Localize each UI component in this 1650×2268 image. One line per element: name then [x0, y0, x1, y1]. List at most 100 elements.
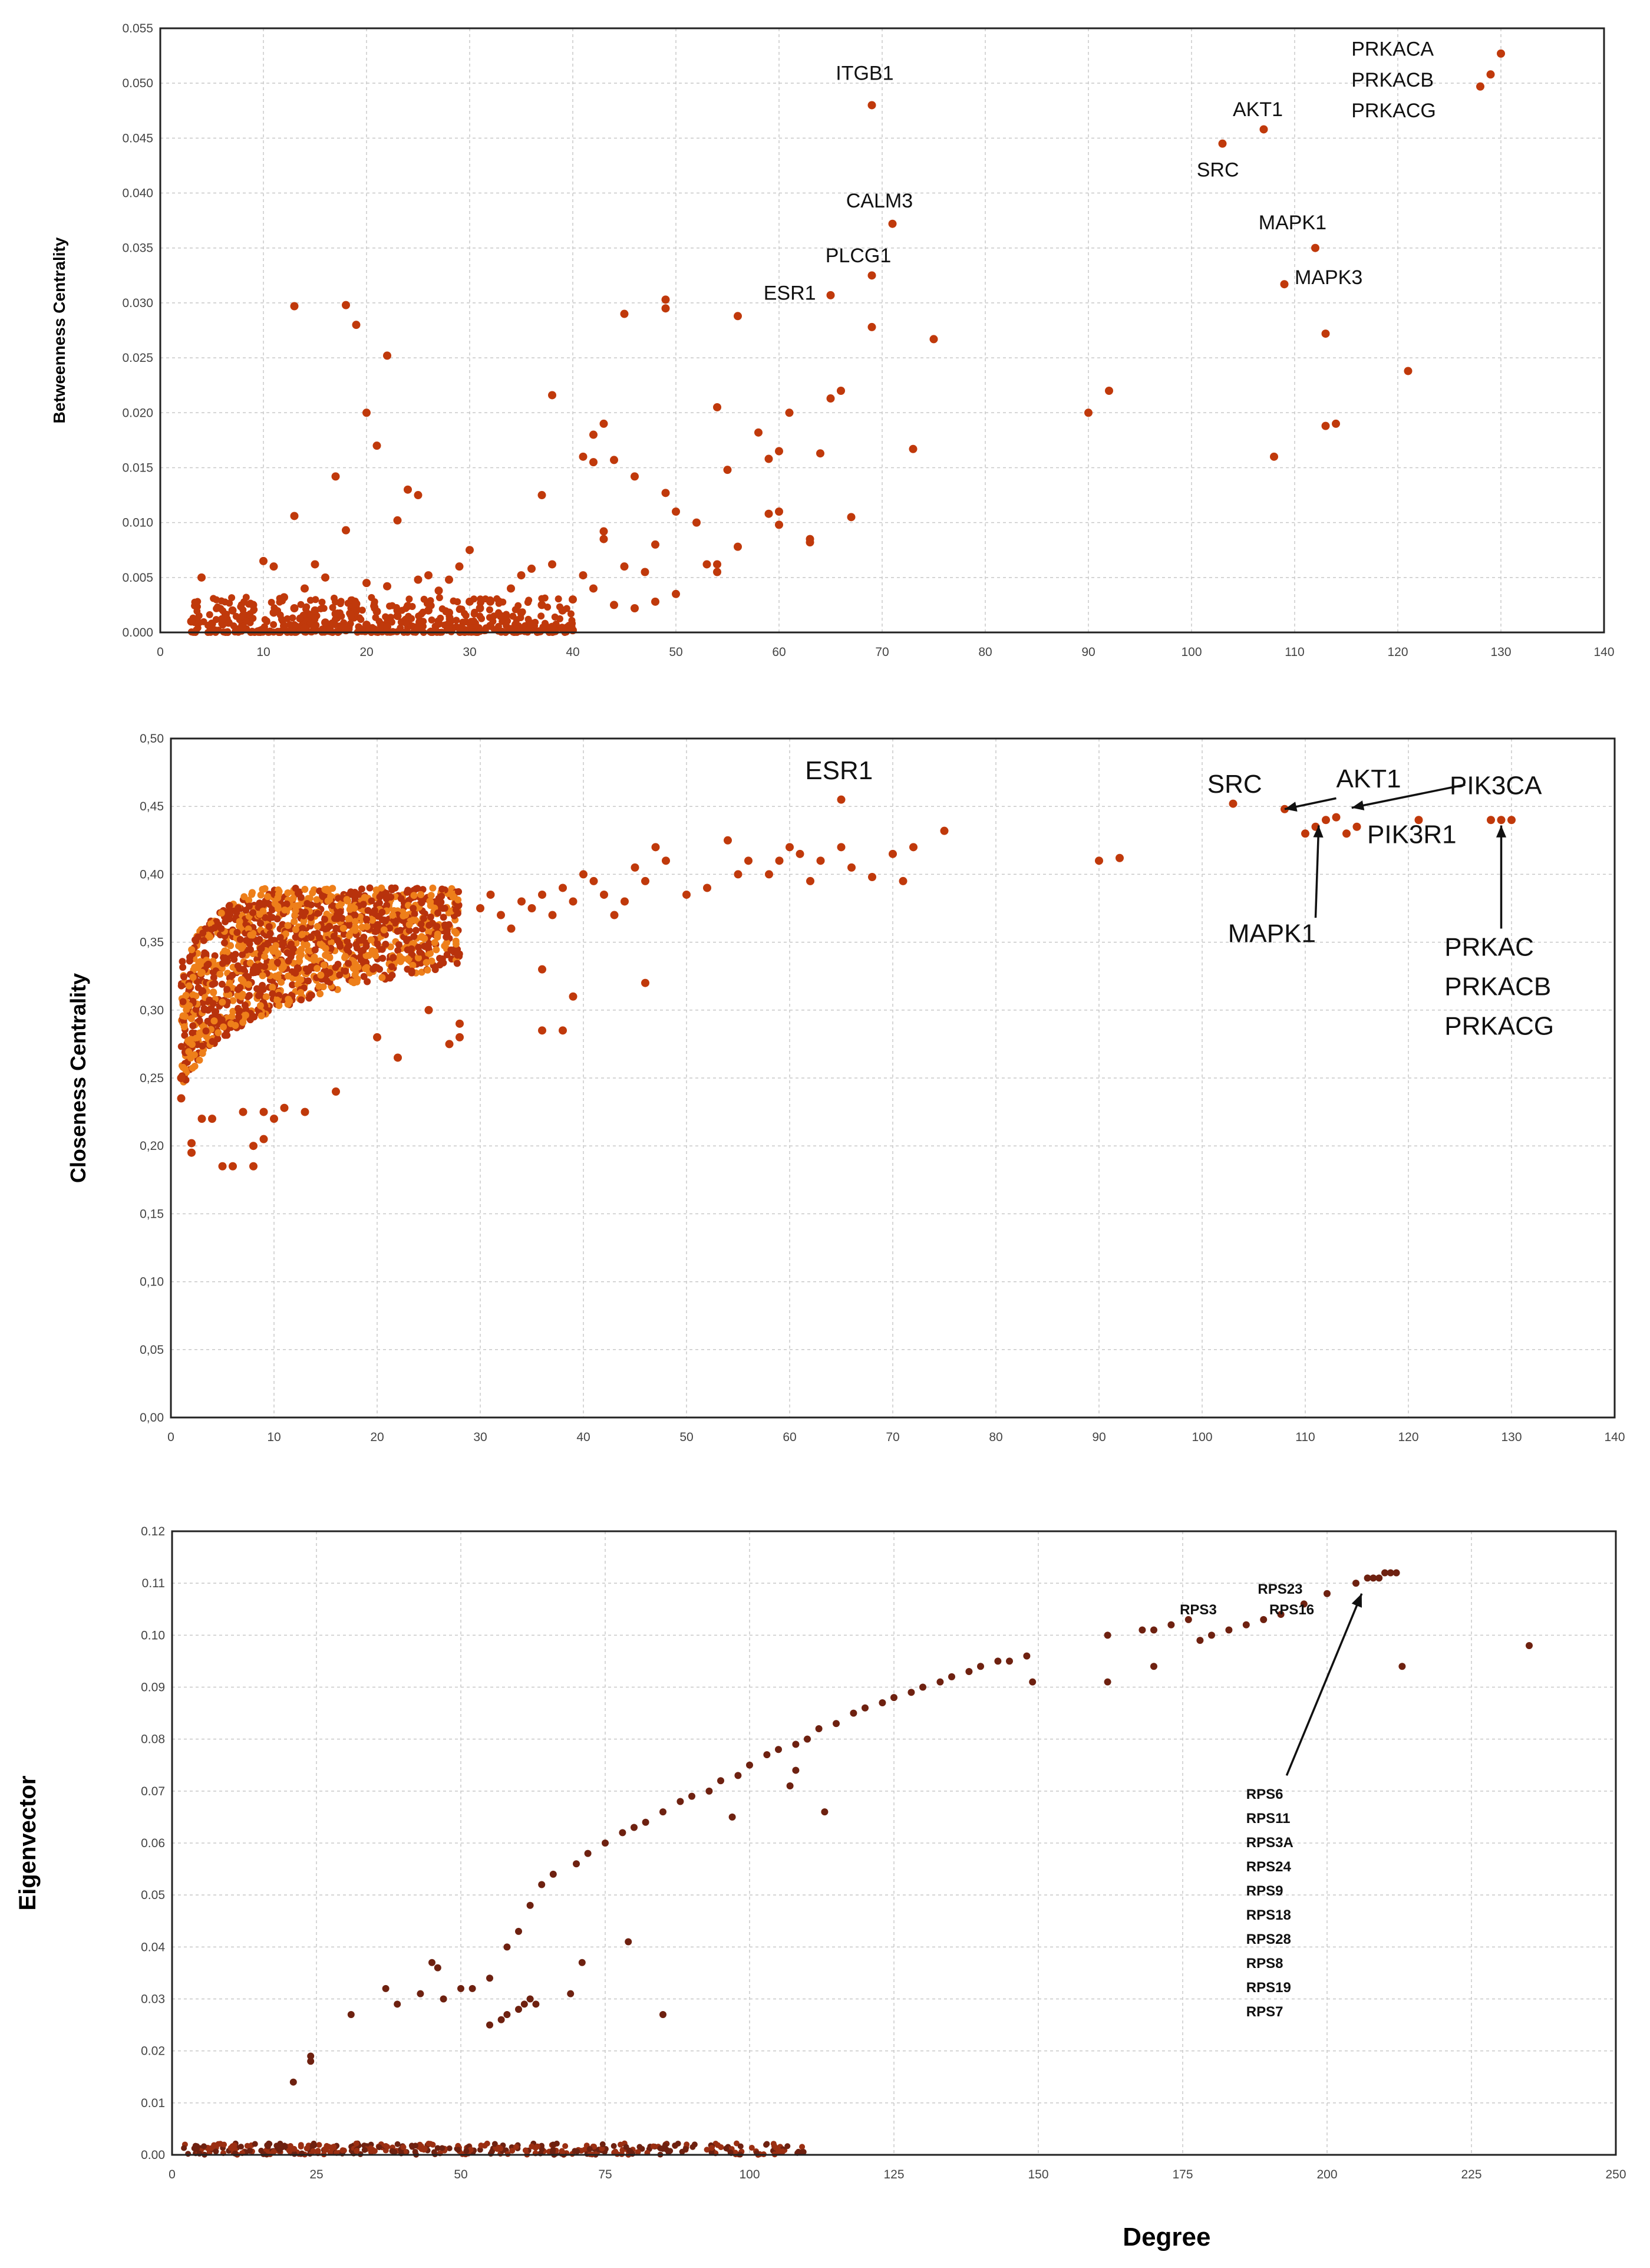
data-point [214, 1029, 222, 1037]
data-point [321, 573, 329, 582]
data-point [259, 981, 266, 989]
data-point [237, 944, 245, 952]
y-tick-label: 0,50 [140, 732, 164, 746]
data-point [325, 922, 333, 930]
data-point [289, 895, 297, 902]
data-point [412, 2148, 418, 2155]
data-point [259, 1107, 268, 1116]
data-point [310, 956, 318, 964]
data-point [579, 452, 588, 461]
x-tick-label: 25 [309, 2168, 323, 2181]
data-point [330, 932, 338, 940]
data-point [445, 1040, 454, 1049]
data-point [1352, 822, 1361, 831]
x-tick-label: 60 [783, 1430, 796, 1444]
x-tick-label: 60 [772, 645, 786, 659]
data-point [220, 939, 228, 947]
data-point [468, 1984, 476, 1992]
annotation-arrow [1284, 797, 1336, 812]
label-list-item: RPS24 [1246, 1859, 1292, 1875]
data-point [515, 2006, 522, 2013]
data-point [589, 458, 598, 467]
data-point [507, 924, 516, 933]
data-point [625, 1938, 632, 1946]
data-point [550, 2147, 556, 2153]
data-point [559, 1026, 567, 1035]
data-point [388, 971, 396, 979]
data-point [665, 2148, 672, 2155]
data-point [314, 965, 321, 973]
x-tick-label: 10 [267, 1430, 280, 1444]
data-point [775, 507, 783, 516]
data-point [689, 2144, 696, 2150]
data-point [537, 491, 546, 500]
data-point [454, 598, 461, 606]
y-tick-label: 0.020 [122, 406, 153, 420]
data-point [443, 933, 450, 941]
data-point [440, 1995, 447, 2003]
x-tick-label: 125 [883, 2168, 904, 2181]
data-point [532, 2000, 540, 2008]
data-point [257, 891, 265, 899]
data-point [250, 1013, 258, 1021]
data-point [360, 934, 368, 941]
y-tick-label: 0.11 [142, 1577, 165, 1590]
data-point [249, 601, 258, 609]
data-point [181, 2145, 187, 2151]
data-point [309, 2142, 316, 2149]
data-point [245, 981, 252, 988]
x-tick-label: 140 [1604, 1430, 1625, 1444]
data-point [200, 1006, 208, 1014]
data-point [487, 2151, 494, 2157]
point-label: MAPK3 [1295, 266, 1362, 289]
data-point [218, 615, 226, 624]
data-point [268, 906, 276, 914]
data-point [389, 911, 397, 919]
data-point [1280, 280, 1289, 289]
data-point [269, 562, 278, 571]
data-point [515, 1927, 522, 1935]
data-point [562, 2143, 569, 2150]
data-point [249, 909, 257, 917]
data-point [347, 2010, 355, 2018]
data-point [416, 948, 424, 956]
y-tick-label: 0,35 [140, 936, 164, 950]
data-point [299, 925, 306, 932]
data-point [1104, 1678, 1111, 1686]
data-point [1332, 419, 1340, 428]
data-point [1387, 1569, 1394, 1577]
data-point [420, 915, 428, 922]
data-point [284, 973, 292, 980]
label-list-item: RPS9 [1246, 1883, 1283, 1899]
data-point [486, 890, 495, 899]
data-point [491, 2141, 498, 2147]
data-point [737, 2143, 744, 2150]
y-axis-label: Eigenvector [15, 1776, 41, 1911]
point-label: PRKACB [1351, 69, 1434, 91]
data-point [1526, 1641, 1533, 1649]
y-tick-label: 0.040 [122, 187, 153, 200]
data-point [1301, 829, 1309, 838]
data-point [837, 795, 846, 804]
data-point [213, 918, 220, 925]
y-tick-label: 0.055 [122, 22, 153, 35]
data-point [434, 619, 443, 628]
data-point [359, 947, 367, 954]
x-tick-label: 40 [576, 1430, 590, 1444]
data-point [433, 946, 440, 954]
data-point [569, 897, 578, 906]
data-point [538, 890, 546, 899]
data-point [243, 618, 250, 625]
data-point [567, 1990, 575, 1997]
point-label: PRKAC [1444, 933, 1534, 962]
data-point [199, 987, 206, 994]
data-point [214, 603, 222, 611]
label-list-item: RPS7 [1246, 2004, 1283, 2020]
data-point [425, 928, 433, 936]
data-point [383, 351, 391, 360]
data-point [672, 2142, 678, 2149]
data-point [623, 2144, 629, 2150]
point-label: PRKACG [1444, 1011, 1554, 1040]
data-point [539, 624, 547, 631]
data-point [340, 931, 348, 938]
